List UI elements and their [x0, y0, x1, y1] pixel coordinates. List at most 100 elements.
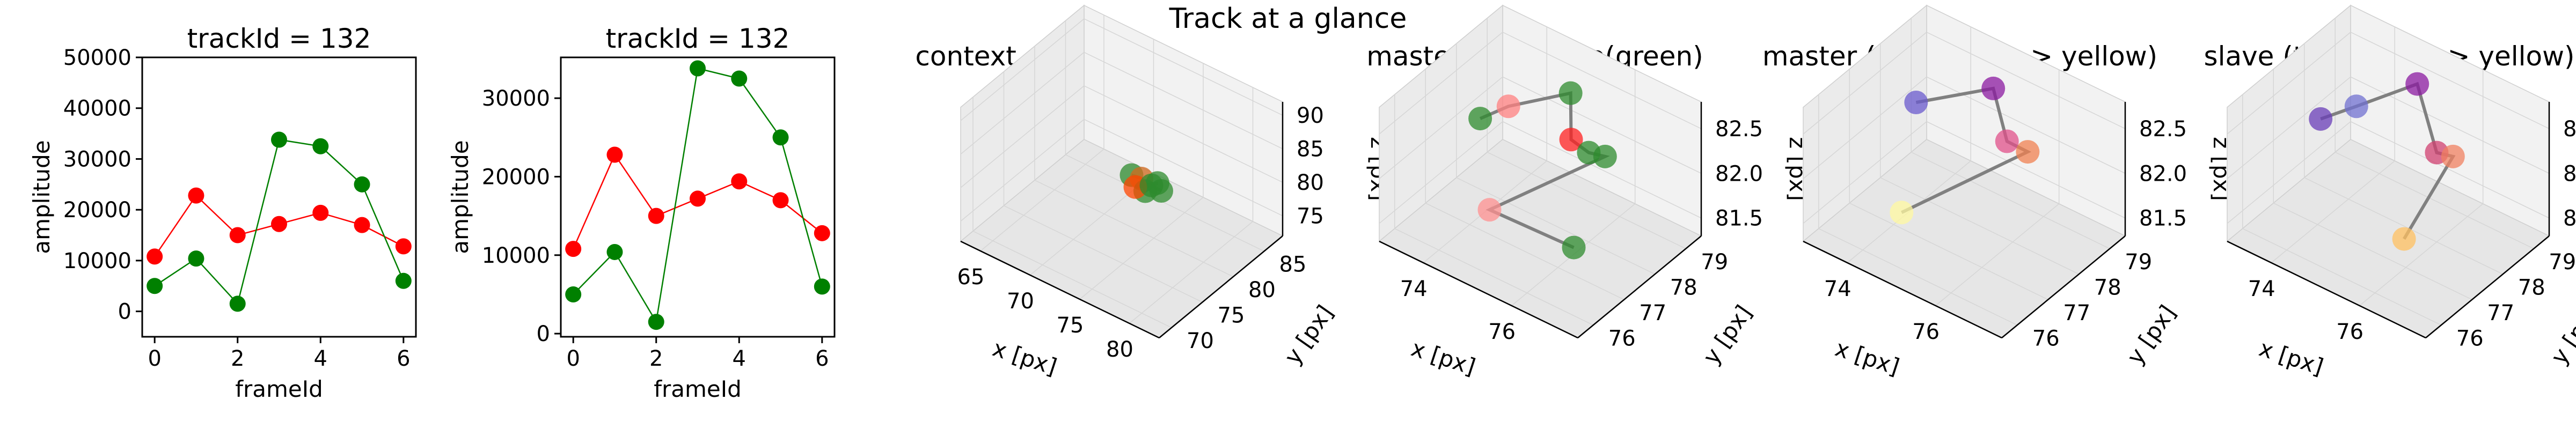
y-tick-label: 77: [1639, 301, 1666, 326]
z-tick-label: 75: [1297, 204, 1324, 229]
series-point-0: [565, 241, 582, 257]
y-tick-label: 79: [2549, 250, 2576, 275]
y-tick-label: 30000: [482, 86, 550, 111]
y-axis-line: [1577, 235, 1702, 338]
x-tick-label: 80: [1106, 337, 1133, 362]
y-axis-label: y [px]: [1279, 300, 1338, 369]
y-tick-label: 78: [1670, 275, 1697, 300]
y-tick-label: 0: [118, 300, 131, 324]
series-point-1: [772, 129, 789, 146]
figure-suptitle: Track at a glance: [1169, 3, 1407, 35]
y-tick-label: 0: [537, 322, 550, 346]
track-point: [1593, 144, 1617, 168]
track-point: [1981, 76, 2006, 100]
grid-line: [1379, 76, 1503, 179]
series-point-1: [731, 70, 748, 87]
track-point: [1150, 179, 1173, 203]
y-tick-label: 78: [2094, 275, 2121, 300]
z-tick-label: 81.5: [2139, 206, 2187, 231]
series-point-0: [690, 190, 706, 207]
grid-line: [1084, 18, 1283, 116]
y-tick-label: 50000: [63, 46, 131, 70]
series-point-1: [271, 131, 287, 148]
plot-frame: [141, 56, 417, 338]
grid-line: [1803, 76, 1927, 179]
grid-line: [1394, 228, 1594, 326]
track-point: [1995, 129, 2019, 153]
track-point: [1904, 91, 1928, 114]
panel-amplitude-1: trackId = 132 0 2 4 6 0 10000 20000 30000 40000 50…: [28, 23, 417, 402]
grid-line: [1926, 121, 2126, 219]
grid-line: [1456, 177, 1656, 275]
grid-line: [1818, 228, 2018, 326]
grid-line: [2271, 160, 2395, 263]
panel-3d-slave-time: slave (time: blue -> yellow)747676777879…: [2204, 4, 2576, 380]
z-tick-label: 85: [1297, 137, 1324, 162]
series-point-1: [229, 295, 246, 312]
x-tick-label: 74: [1400, 277, 1428, 301]
track-point: [1477, 198, 1502, 222]
z-tick-label: 82.5: [2563, 117, 2576, 142]
z-tick-label: 82.5: [2139, 117, 2187, 142]
track-point: [2016, 140, 2040, 164]
track-point: [2344, 94, 2368, 119]
y-tick-label: 20000: [63, 198, 131, 223]
y-tick-label: 85: [1279, 253, 1307, 277]
x-tick-label: 76: [1912, 320, 1940, 344]
z-tick-label: 81.5: [1715, 206, 1763, 231]
x-axis-line: [2227, 240, 2426, 339]
grid-line: [1935, 203, 2060, 306]
z-tick-label: 80: [1297, 171, 1324, 195]
grid-line: [1487, 152, 1686, 249]
x-axis-label: x [px]: [2256, 335, 2327, 380]
x-axis-label: frameId: [235, 376, 323, 402]
z-tick-label: 82.0: [2563, 161, 2576, 186]
grid-line: [1034, 180, 1234, 277]
grid-line: [2350, 32, 2550, 129]
grid-line: [2334, 152, 2534, 249]
series-point-1: [312, 138, 329, 154]
x-tick-label: 6: [397, 346, 410, 371]
panel-3d-master-time: master (time: blue -> yellow)74767677787…: [1762, 4, 2235, 380]
series-point-0: [312, 204, 329, 221]
x-tick-label: 0: [148, 346, 161, 371]
x-tick-label: 70: [1007, 289, 1034, 314]
series-point-0: [147, 248, 163, 265]
plot-frame: [560, 56, 836, 338]
x-tick-label: 0: [566, 346, 580, 371]
x-tick-label: 2: [649, 346, 663, 371]
series-point-1: [565, 286, 582, 302]
grid-line: [1849, 203, 2048, 300]
grid-line: [960, 85, 1085, 188]
grid-line: [960, 18, 1085, 121]
grid-line: [1502, 32, 1702, 129]
grid-line: [1379, 32, 1503, 135]
grid-line: [2350, 121, 2550, 219]
track-point: [2392, 227, 2416, 251]
y-axis-label: y [px]: [2121, 300, 2180, 369]
series-point-1: [606, 243, 623, 260]
x-axis-label: frameId: [654, 376, 742, 402]
track-point: [2405, 72, 2429, 96]
series-point-0: [354, 217, 370, 233]
grid-line: [1803, 32, 1927, 135]
x-tick-label: 75: [1057, 313, 1084, 338]
y-tick-label: 40000: [63, 97, 131, 121]
y-axis-label: amplitude: [28, 140, 55, 254]
x-tick-label: 4: [733, 346, 746, 371]
y-axis-label: amplitude: [447, 140, 473, 254]
y-tick-label: 10000: [63, 249, 131, 273]
y-tick-label: 76: [1608, 326, 1636, 351]
grid-line: [1084, 85, 1283, 183]
x-axis-label: x [px]: [1408, 335, 1479, 380]
grid-line: [1084, 51, 1283, 150]
y-tick-label: 20000: [482, 165, 550, 189]
series-point-1: [648, 314, 664, 330]
series-point-0: [229, 227, 246, 243]
track-point: [1558, 81, 1583, 105]
x-tick-label: 76: [2336, 320, 2363, 344]
x-tick-label: 4: [314, 346, 327, 371]
grid-line: [2227, 121, 2351, 224]
y-tick-label: 79: [1701, 250, 1728, 275]
grid-line: [2273, 203, 2472, 300]
